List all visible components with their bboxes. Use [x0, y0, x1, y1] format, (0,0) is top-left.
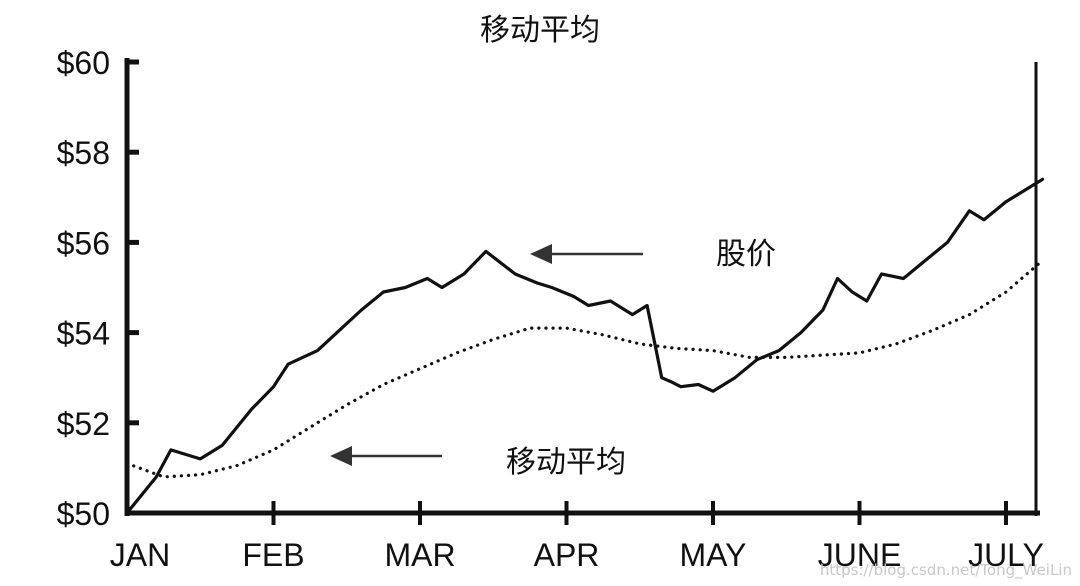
x-tick-label: FEB — [242, 537, 304, 573]
series-line-moving-average — [125, 258, 1045, 479]
x-tick-label: JAN — [110, 537, 170, 573]
annotation-arrow-ma-head — [330, 446, 352, 466]
x-ticks: JAN FEB MAR APR MAY JUNE JULY — [110, 501, 1044, 573]
y-tick-label: $50 — [57, 496, 110, 532]
y-tick-label: $60 — [57, 45, 110, 81]
watermark-text: https://blog.csdn.net/Tong_WeiLin — [820, 561, 1072, 580]
x-tick-label: JUNE — [818, 537, 902, 573]
x-tick-label: APR — [534, 537, 600, 573]
series-line-stock-price — [125, 177, 1045, 515]
annotation-stock-label: 股价 — [716, 237, 776, 272]
x-tick-label: MAR — [384, 537, 455, 573]
y-tick-label: $58 — [57, 135, 110, 171]
x-tick-label: JULY — [968, 537, 1044, 573]
y-tick-label: $54 — [57, 316, 110, 352]
y-ticks: $50 $52 $54 $56 $58 $60 — [57, 45, 139, 532]
annotation-moving-average: 移动平均 — [330, 445, 626, 480]
y-tick-label: $56 — [57, 225, 110, 261]
x-tick-label: MAY — [680, 537, 747, 573]
axes — [124, 58, 1040, 516]
annotation-ma-label: 移动平均 — [506, 445, 626, 480]
annotation-stock-price: 股价 — [530, 237, 776, 272]
annotation-arrow-stock-head — [530, 244, 552, 264]
series-layer — [125, 177, 1045, 515]
chart-title: 移动平均 — [480, 13, 600, 48]
y-tick-label: $52 — [57, 406, 110, 442]
